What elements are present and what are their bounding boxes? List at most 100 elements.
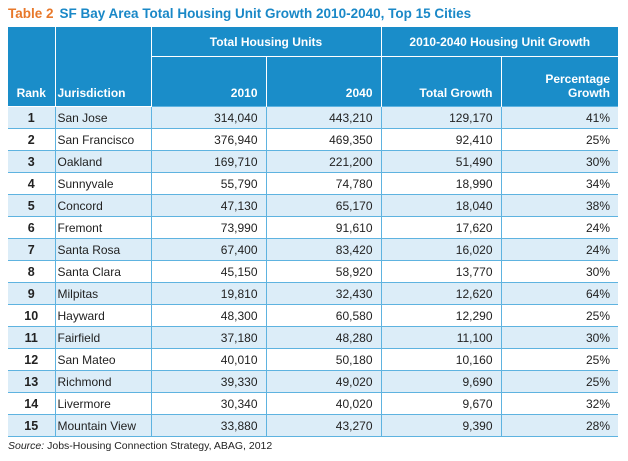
table-number-label: Table 2	[8, 6, 54, 21]
units-2040-cell: 91,610	[265, 216, 381, 239]
total-growth-cell: 9,690	[380, 370, 501, 393]
total-growth-cell: 13,770	[380, 260, 501, 283]
units-2010-cell: 67,400	[150, 238, 266, 261]
jurisdiction-cell: Fremont	[54, 216, 151, 239]
rank-cell: 3	[8, 150, 55, 173]
units-2040-cell: 74,780	[265, 172, 381, 195]
table-header: Rank Jurisdiction Total Housing Units 20…	[8, 27, 619, 107]
table-row: 7 Santa Rosa 67,400 83,420 16,020 24%	[8, 238, 619, 261]
units-2040-cell: 65,170	[265, 194, 381, 217]
source-text: Jobs-Housing Connection Strategy, ABAG, …	[47, 440, 273, 452]
rank-cell: 4	[8, 172, 55, 195]
total-growth-cell: 51,490	[380, 150, 501, 173]
table-title: Table 2 SF Bay Area Total Housing Unit Gr…	[8, 6, 471, 21]
total-growth-cell: 129,170	[380, 106, 501, 129]
jurisdiction-cell: Hayward	[54, 304, 151, 327]
header-percentage-growth: Percentage Growth	[500, 56, 619, 107]
rank-cell: 11	[8, 326, 55, 349]
table-body: 1 San Jose 314,040 443,210 129,170 41% 2 San Fr…	[8, 106, 619, 437]
table-row: 1 San Jose 314,040 443,210 129,170 41%	[8, 106, 619, 129]
units-2010-cell: 376,940	[150, 128, 266, 151]
percentage-growth-cell: 64%	[500, 282, 619, 305]
units-2040-cell: 43,270	[265, 414, 381, 437]
header-total-growth: Total Growth	[380, 56, 502, 107]
jurisdiction-cell: Concord	[54, 194, 151, 217]
source-note: Source: Jobs-Housing Connection Strategy…	[8, 440, 272, 452]
total-growth-cell: 18,040	[380, 194, 501, 217]
percentage-growth-cell: 41%	[500, 106, 619, 129]
percentage-growth-cell: 24%	[500, 216, 619, 239]
units-2010-cell: 19,810	[150, 282, 266, 305]
percentage-growth-cell: 25%	[500, 370, 619, 393]
table-row: 2 San Francisco 376,940 469,350 92,410 25%	[8, 128, 619, 151]
percentage-growth-cell: 38%	[500, 194, 619, 217]
source-prefix: Source:	[8, 440, 48, 452]
rank-cell: 6	[8, 216, 55, 239]
total-growth-cell: 11,100	[380, 326, 501, 349]
total-growth-cell: 10,160	[380, 348, 501, 371]
rank-cell: 13	[8, 370, 55, 393]
table-row: 12 San Mateo 40,010 50,180 10,160 25%	[8, 348, 619, 371]
table-row: 13 Richmond 39,330 49,020 9,690 25%	[8, 370, 619, 393]
units-2040-cell: 60,580	[265, 304, 381, 327]
jurisdiction-cell: San Jose	[54, 106, 151, 129]
units-2010-cell: 48,300	[150, 304, 266, 327]
jurisdiction-cell: Milpitas	[54, 282, 151, 305]
header-percentage-line1: Percentage	[545, 72, 611, 86]
jurisdiction-cell: Mountain View	[54, 414, 151, 437]
jurisdiction-cell: Richmond	[54, 370, 151, 393]
jurisdiction-cell: Livermore	[54, 392, 151, 415]
table-row: 3 Oakland 169,710 221,200 51,490 30%	[8, 150, 619, 173]
jurisdiction-cell: San Mateo	[54, 348, 151, 371]
percentage-growth-cell: 34%	[500, 172, 619, 195]
units-2040-cell: 443,210	[265, 106, 381, 129]
units-2040-cell: 49,020	[265, 370, 381, 393]
rank-cell: 14	[8, 392, 55, 415]
total-growth-cell: 12,290	[380, 304, 501, 327]
total-growth-cell: 18,990	[380, 172, 501, 195]
table-row: 10 Hayward 48,300 60,580 12,290 25%	[8, 304, 619, 327]
rank-cell: 2	[8, 128, 55, 151]
jurisdiction-cell: Sunnyvale	[54, 172, 151, 195]
units-2010-cell: 314,040	[150, 106, 266, 129]
jurisdiction-cell: San Francisco	[54, 128, 151, 151]
rank-cell: 10	[8, 304, 55, 327]
units-2040-cell: 469,350	[265, 128, 381, 151]
units-2040-cell: 48,280	[265, 326, 381, 349]
units-2010-cell: 45,150	[150, 260, 266, 283]
jurisdiction-cell: Santa Clara	[54, 260, 151, 283]
total-growth-cell: 16,020	[380, 238, 501, 261]
rank-cell: 7	[8, 238, 55, 261]
table-row: 14 Livermore 30,340 40,020 9,670 32%	[8, 392, 619, 415]
header-2010: 2010	[150, 56, 267, 107]
percentage-growth-cell: 25%	[500, 304, 619, 327]
units-2010-cell: 73,990	[150, 216, 266, 239]
table-row: 8 Santa Clara 45,150 58,920 13,770 30%	[8, 260, 619, 283]
table-row: 11 Fairfield 37,180 48,280 11,100 30%	[8, 326, 619, 349]
units-2010-cell: 55,790	[150, 172, 266, 195]
percentage-growth-cell: 30%	[500, 150, 619, 173]
units-2040-cell: 58,920	[265, 260, 381, 283]
units-2010-cell: 47,130	[150, 194, 266, 217]
percentage-growth-cell: 30%	[500, 260, 619, 283]
rank-cell: 15	[8, 414, 55, 437]
rank-cell: 1	[8, 106, 55, 129]
percentage-growth-cell: 30%	[500, 326, 619, 349]
total-growth-cell: 9,670	[380, 392, 501, 415]
units-2040-cell: 32,430	[265, 282, 381, 305]
header-jurisdiction: Jurisdiction	[54, 27, 152, 107]
units-2010-cell: 39,330	[150, 370, 266, 393]
header-rank: Rank	[8, 27, 56, 107]
jurisdiction-cell: Santa Rosa	[54, 238, 151, 261]
rank-cell: 5	[8, 194, 55, 217]
rank-cell: 9	[8, 282, 55, 305]
units-2010-cell: 33,880	[150, 414, 266, 437]
header-group-total-units: Total Housing Units	[150, 27, 382, 57]
rank-cell: 8	[8, 260, 55, 283]
units-2010-cell: 30,340	[150, 392, 266, 415]
table-row: 6 Fremont 73,990 91,610 17,620 24%	[8, 216, 619, 239]
header-2040: 2040	[265, 56, 382, 107]
percentage-growth-cell: 24%	[500, 238, 619, 261]
total-growth-cell: 9,390	[380, 414, 501, 437]
